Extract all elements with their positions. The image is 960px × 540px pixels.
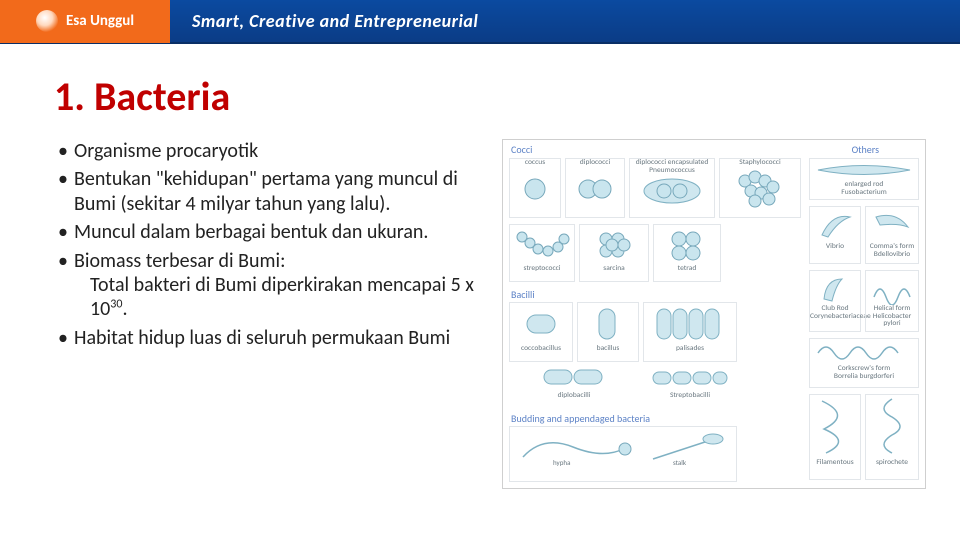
- panel-diplobacilli: diplobacilli: [509, 366, 639, 408]
- panel-filamentous: Filamentous: [809, 394, 861, 480]
- panel-comma: Comma's form Bdellovibrio: [865, 206, 919, 264]
- panel-bacillus: bacillus: [577, 302, 639, 362]
- panel-coccobacillus: coccobacillus: [509, 302, 573, 362]
- panel-coccus: coccus: [509, 158, 561, 218]
- panel-palisades: palisades: [643, 302, 737, 362]
- panel-budding: hypha stalk: [509, 426, 737, 482]
- logo-text: Esa Unggul: [66, 12, 134, 30]
- panel-helical: Helical form Helicobacter pylori: [865, 270, 919, 332]
- panel-vibrio: Vibrio: [809, 206, 861, 264]
- panel-club-rod: Club Rod Corynebacteriaceae: [809, 270, 861, 332]
- figure-header-budding: Budding and appendaged bacteria: [511, 412, 650, 425]
- panel-spirochete: spirochete: [865, 394, 919, 480]
- figure-header-cocci: Cocci: [511, 143, 532, 156]
- panel-diplococci: diplococci: [565, 158, 625, 218]
- panel-staphylococci: Staphylococci: [719, 158, 801, 218]
- panel-sarcina: sarcina: [579, 224, 649, 282]
- bullet-2: Bentukan "kehidupan" pertama yang muncul…: [58, 167, 488, 216]
- bullet-list: Organisme procaryotik Bentukan "kehidupa…: [58, 139, 488, 489]
- figure-header-bacilli: Bacilli: [511, 288, 535, 301]
- bacteria-shape-figure: Cocci Others coccus diplococci diplococc…: [502, 139, 926, 489]
- content-row: Organisme procaryotik Bentukan "kehidupa…: [0, 139, 960, 489]
- bullet-4: Biomass terbesar di Bumi: Total bakteri …: [58, 249, 488, 322]
- bullet-4-cont: Total bakteri di Bumi diperkirakan menca…: [74, 273, 488, 322]
- panel-tetrad: tetrad: [653, 224, 721, 282]
- header-banner: Esa Unggul Smart, Creative and Entrepren…: [0, 0, 960, 44]
- banner-tagline: Smart, Creative and Entrepreneurial: [192, 10, 478, 32]
- panel-corkscrew: Corkscrew's form Borrelia burgdorferi: [809, 338, 919, 388]
- figure-header-others: Others: [852, 143, 879, 156]
- slide-title: 1. Bacteria: [54, 72, 960, 121]
- panel-streptobacilli: Streptobacilli: [643, 366, 737, 408]
- svg-text:hypha: hypha: [553, 458, 570, 467]
- bullet-3: Muncul dalam berbagai bentuk dan ukuran.: [58, 220, 488, 244]
- panel-streptococci: streptococci: [509, 224, 575, 282]
- svg-text:stalk: stalk: [673, 458, 687, 467]
- bullet-1: Organisme procaryotik: [58, 139, 488, 163]
- panel-enlarged-rod: enlarged rod Fusobacterium: [809, 158, 919, 200]
- logo: Esa Unggul: [0, 0, 170, 43]
- panel-diplococci-encapsulated: diplococci encapsulated Pneumococcus: [629, 158, 715, 218]
- logo-icon: [36, 10, 58, 32]
- bullet-5: Habitat hidup luas di seluruh permukaan …: [58, 326, 488, 350]
